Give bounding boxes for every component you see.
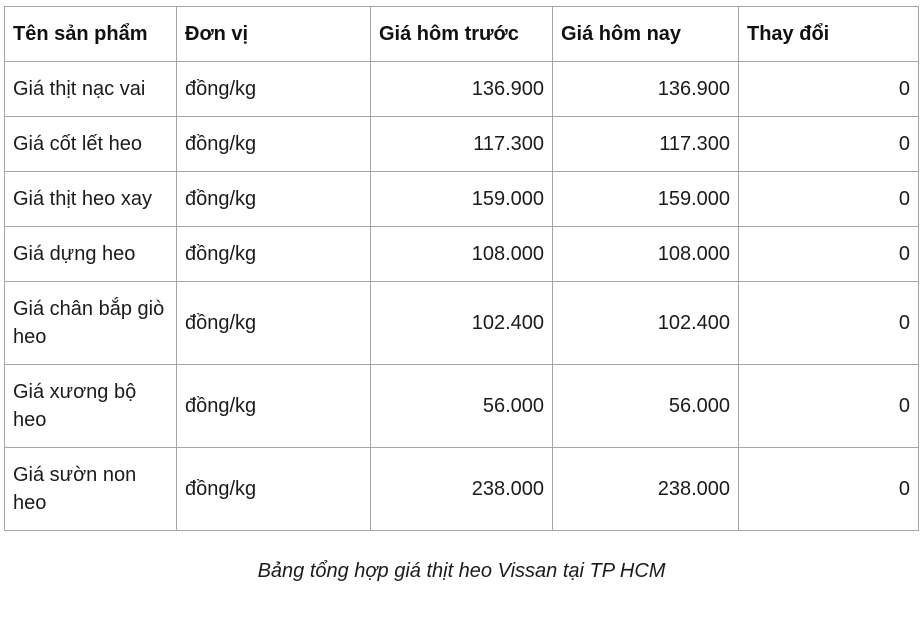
cell-product-name: Giá thịt nạc vai [4, 61, 177, 117]
cell-today-price: 108.000 [552, 226, 739, 282]
cell-product-name: Giá cốt lết heo [4, 116, 177, 172]
cell-unit: đồng/kg [176, 364, 371, 448]
cell-change: 0 [738, 61, 919, 117]
cell-change: 0 [738, 116, 919, 172]
cell-prev-price: 159.000 [370, 171, 553, 227]
cell-today-price: 159.000 [552, 171, 739, 227]
header-product-name: Tên sản phẩm [4, 6, 177, 62]
cell-prev-price: 56.000 [370, 364, 553, 448]
cell-today-price: 238.000 [552, 447, 739, 531]
table-row: Giá cốt lết heo đồng/kg 117.300 117.300 … [4, 116, 919, 172]
header-today-price: Giá hôm nay [552, 6, 739, 62]
header-change: Thay đổi [738, 6, 919, 62]
cell-change: 0 [738, 364, 919, 448]
table-header-row: Tên sản phẩm Đơn vị Giá hôm trước Giá hô… [4, 6, 919, 62]
cell-prev-price: 136.900 [370, 61, 553, 117]
cell-product-name: Giá thịt heo xay [4, 171, 177, 227]
header-unit: Đơn vị [176, 6, 371, 62]
table-row: Giá chân bắp giò heo đồng/kg 102.400 102… [4, 281, 919, 365]
cell-prev-price: 238.000 [370, 447, 553, 531]
cell-change: 0 [738, 226, 919, 282]
cell-change: 0 [738, 447, 919, 531]
header-prev-price: Giá hôm trước [370, 6, 553, 62]
table-row: Giá sườn non heo đồng/kg 238.000 238.000… [4, 447, 919, 531]
cell-product-name: Giá chân bắp giò heo [4, 281, 177, 365]
cell-today-price: 117.300 [552, 116, 739, 172]
cell-unit: đồng/kg [176, 171, 371, 227]
price-table: Tên sản phẩm Đơn vị Giá hôm trước Giá hô… [4, 6, 919, 531]
table-row: Giá thịt nạc vai đồng/kg 136.900 136.900… [4, 61, 919, 117]
cell-change: 0 [738, 281, 919, 365]
cell-today-price: 102.400 [552, 281, 739, 365]
cell-prev-price: 108.000 [370, 226, 553, 282]
cell-today-price: 56.000 [552, 364, 739, 448]
cell-unit: đồng/kg [176, 226, 371, 282]
cell-unit: đồng/kg [176, 116, 371, 172]
cell-prev-price: 102.400 [370, 281, 553, 365]
cell-prev-price: 117.300 [370, 116, 553, 172]
cell-unit: đồng/kg [176, 447, 371, 531]
table-row: Giá dựng heo đồng/kg 108.000 108.000 0 [4, 226, 919, 282]
cell-product-name: Giá xương bộ heo [4, 364, 177, 448]
table-caption: Bảng tổng hợp giá thịt heo Vissan tại TP… [257, 560, 666, 582]
table-row: Giá xương bộ heo đồng/kg 56.000 56.000 0 [4, 364, 919, 448]
cell-product-name: Giá sườn non heo [4, 447, 177, 531]
cell-change: 0 [738, 171, 919, 227]
cell-product-name: Giá dựng heo [4, 226, 177, 282]
cell-today-price: 136.900 [552, 61, 739, 117]
table-row: Giá thịt heo xay đồng/kg 159.000 159.000… [4, 171, 919, 227]
cell-unit: đồng/kg [176, 281, 371, 365]
cell-unit: đồng/kg [176, 61, 371, 117]
